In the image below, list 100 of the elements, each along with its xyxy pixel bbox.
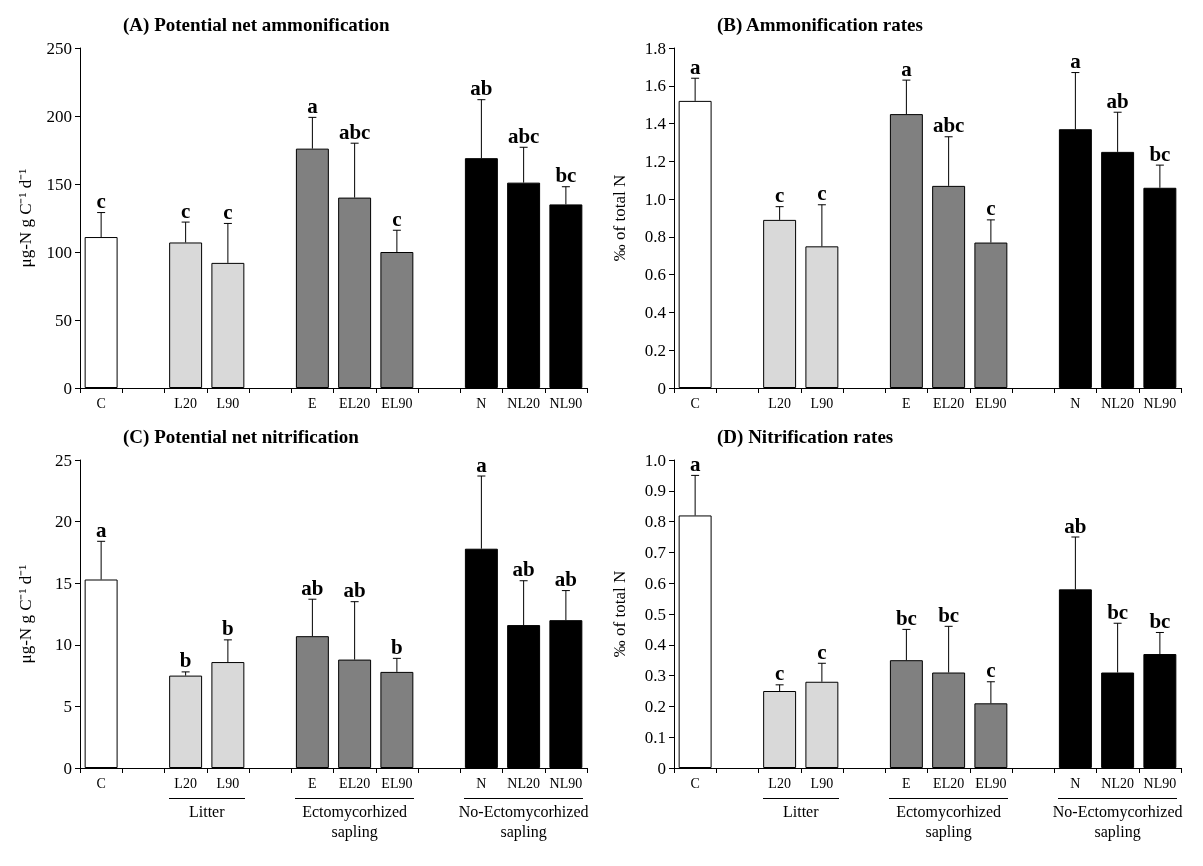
annotation: b [179,648,192,673]
y-tick-label: 0.2 [644,696,666,716]
y-tick-label: 1.4 [644,114,667,134]
y-tick-label: 0 [657,378,666,398]
x-tick-label: C [96,395,106,411]
y-tick-label: 0.4 [644,302,667,322]
annotation: bc [895,605,917,630]
annotation: b [222,616,234,641]
annotation: a [476,452,488,477]
x-tick-label: L90 [810,395,834,411]
x-tick-label: L90 [216,395,240,411]
annotation: c [986,196,996,221]
y-tick-label: 1.8 [644,38,666,58]
annotation: ab [1106,88,1129,113]
x-tick-label: N [476,395,487,411]
annotation: ab [470,76,493,101]
y-tick-label: 0.8 [644,227,666,247]
y-tick-label: 5 [63,696,72,716]
y-tick-label: 50 [55,310,72,330]
annotation: abc [338,119,371,144]
annotation: a [689,451,701,476]
y-tick-label: 200 [46,106,72,126]
annotation: c [223,199,233,224]
annotation: abc [932,113,965,138]
annotation: ab [554,567,577,592]
annotation: ab [1064,513,1087,538]
y-axis-title: ‰ of total N [610,174,629,262]
x-tick-label: NL20 [1101,775,1134,791]
y-tick-label: 1.6 [644,76,666,96]
annotation: bc [555,163,577,188]
chart-title: (C) Potential net nitrification [123,426,360,448]
chart-title: (D) Nitrification rates [717,426,894,448]
x-tick-label: L20 [174,395,197,411]
chart-title: (B) Ammonification rates [717,14,923,36]
text: No-Ectomycorhized sapling [1051,802,1184,842]
x-tick-label: NL90 [549,395,583,411]
y-tick-label: 25 [55,450,72,470]
annotation: ab [343,578,366,603]
annotation: c [774,661,785,686]
y-axis-title: μg-N g C⁻¹ d⁻¹ [16,168,35,268]
y-tick-label: 0.6 [644,573,666,593]
x-tick-label: EL90 [381,395,413,411]
x-tick-label: L20 [768,775,791,791]
x-tick-label: E [902,395,911,411]
y-tick-label: 0 [657,758,666,778]
annotation: a [1070,49,1082,74]
x-tick-label: E [308,775,317,791]
y-axis-title: μg-N g C⁻¹ d⁻¹ [16,564,35,664]
annotation: c [774,183,785,208]
annotation: bc [938,602,960,627]
chart-title: (A) Potential net ammonification [123,14,390,36]
annotation: abc [507,123,540,148]
x-tick-label: C [96,775,106,791]
annotation: c [986,658,996,683]
x-tick-label: EL90 [975,775,1007,791]
x-tick-label: EL20 [339,775,371,791]
y-tick-label: 0.4 [644,635,667,655]
x-tick-label: L20 [768,395,791,411]
annotation: bc [1149,608,1171,633]
y-tick-label: 1.0 [644,450,666,470]
annotation: a [95,517,107,542]
x-tick-label: NL20 [507,395,540,411]
annotation: a [689,54,701,79]
x-tick-label: NL20 [1101,395,1134,411]
x-tick-label: N [1070,775,1081,791]
annotation: a [901,56,913,81]
y-tick-label: 20 [55,512,72,532]
y-tick-label: 0.5 [644,604,666,624]
annotation: c [817,639,827,664]
text: Litter [187,802,226,822]
annotation: bc [1107,599,1129,624]
annotation: c [96,189,106,214]
x-tick-label: L90 [810,775,834,791]
y-tick-label: 100 [46,242,72,262]
x-tick-label: N [1070,395,1081,411]
y-tick-label: 0.2 [644,340,666,360]
x-tick-label: N [476,775,487,791]
x-tick-label: L20 [174,775,197,791]
x-tick-label: EL90 [975,395,1007,411]
y-tick-label: 0.6 [644,265,666,285]
x-tick-label: NL90 [1143,395,1177,411]
annotation: b [391,634,403,659]
annotation: a [307,93,319,118]
y-tick-label: 0 [63,758,72,778]
y-tick-label: 15 [55,573,72,593]
text: Ectomycorhized sapling [301,802,409,842]
annotation: c [392,206,402,231]
annotation: c [180,198,191,223]
x-tick-label: NL90 [549,775,583,791]
text: No-Ectomycorhized sapling [457,802,590,842]
y-tick-label: 0 [63,378,72,398]
x-tick-label: EL20 [933,775,965,791]
annotation: bc [1149,141,1171,166]
x-tick-label: NL90 [1143,775,1177,791]
x-tick-label: EL20 [933,395,965,411]
y-axis-title: ‰ of total N [610,570,629,658]
annotation: ab [301,575,324,600]
x-tick-label: E [902,775,911,791]
y-tick-label: 150 [46,174,72,194]
y-tick-label: 0.1 [644,727,666,747]
